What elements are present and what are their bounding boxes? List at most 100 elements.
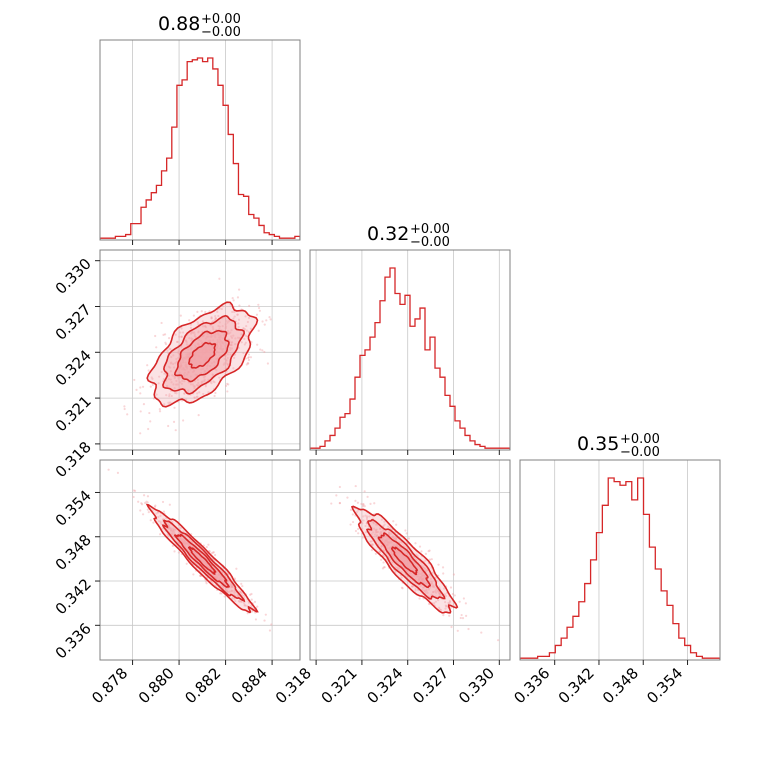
sample-point xyxy=(157,511,160,514)
x-tick-label: 0.321 xyxy=(318,664,361,707)
sample-point xyxy=(428,602,431,606)
sample-point xyxy=(416,554,419,557)
sample-point xyxy=(430,593,433,596)
sample-point xyxy=(197,330,200,333)
sample-point xyxy=(147,511,150,514)
sample-point xyxy=(213,381,216,384)
sample-point xyxy=(245,329,249,332)
sample-point xyxy=(374,523,378,526)
sample-point xyxy=(429,580,432,583)
sample-point xyxy=(431,571,434,575)
density-contours xyxy=(146,301,259,408)
sample-point xyxy=(410,585,414,588)
sample-point xyxy=(230,585,233,588)
sample-point xyxy=(155,512,158,515)
sample-point xyxy=(154,334,157,338)
sample-point xyxy=(427,550,430,553)
sample-point xyxy=(188,337,191,340)
sample-point xyxy=(230,589,233,592)
sample-point xyxy=(237,325,240,329)
sample-point xyxy=(211,551,215,554)
sample-point xyxy=(263,619,266,622)
sample-point xyxy=(373,527,376,530)
sample-point xyxy=(217,324,220,328)
sample-point xyxy=(430,558,433,561)
sample-point xyxy=(467,627,470,631)
sample-point xyxy=(231,585,234,589)
sample-point xyxy=(173,391,177,394)
sample-point xyxy=(424,567,427,571)
sample-point xyxy=(433,585,436,589)
sample-point xyxy=(230,341,234,344)
sample-point xyxy=(365,522,368,525)
sample-point xyxy=(233,315,236,318)
sample-point xyxy=(371,543,374,546)
sample-point xyxy=(190,339,193,342)
sample-point xyxy=(431,582,434,585)
sample-point xyxy=(230,343,233,347)
sample-point xyxy=(163,403,166,406)
sample-point xyxy=(135,388,138,391)
sample-point xyxy=(424,552,428,556)
sample-point xyxy=(374,531,377,534)
sample-point xyxy=(355,511,358,514)
contour-level xyxy=(390,546,419,576)
sample-point xyxy=(139,392,142,395)
sample-point xyxy=(414,589,417,592)
sample-point xyxy=(432,590,435,594)
sample-point xyxy=(373,502,376,505)
sample-point xyxy=(171,544,174,547)
sample-point xyxy=(189,326,193,329)
sample-point xyxy=(229,583,233,586)
sample-point xyxy=(434,600,437,603)
sample-point xyxy=(197,331,200,334)
sample-point xyxy=(193,334,196,338)
sample-point xyxy=(165,394,168,397)
sample-point xyxy=(400,586,404,589)
sample-point xyxy=(160,321,163,325)
sample-point xyxy=(200,310,203,313)
sample-point xyxy=(179,381,182,384)
sample-point xyxy=(225,590,229,593)
sample-point xyxy=(338,485,341,489)
sample-point xyxy=(232,334,235,337)
sample-point xyxy=(196,378,199,381)
sample-point xyxy=(183,380,186,383)
sample-point xyxy=(172,375,175,378)
sample-point xyxy=(142,403,146,406)
sample-point xyxy=(242,601,246,604)
sample-point xyxy=(164,341,167,344)
panel-frame xyxy=(519,459,721,661)
sample-point xyxy=(259,348,262,351)
sample-point xyxy=(232,585,235,588)
sample-point xyxy=(177,377,180,380)
sample-point xyxy=(218,321,221,324)
sample-point xyxy=(172,420,176,423)
sample-point xyxy=(211,326,214,329)
sample-point xyxy=(191,383,195,386)
sample-point xyxy=(247,316,251,320)
sample-point xyxy=(170,528,173,531)
sample-point xyxy=(420,550,423,553)
sample-point xyxy=(172,354,175,357)
sample-point xyxy=(229,348,232,351)
sample-point xyxy=(193,333,196,336)
sample-point xyxy=(227,579,230,582)
sample-point xyxy=(431,585,434,588)
sample-point xyxy=(204,385,207,388)
sample-point xyxy=(249,356,253,359)
sample-point xyxy=(211,374,215,377)
sample-point xyxy=(177,541,181,545)
sample-point xyxy=(146,508,149,511)
sample-point xyxy=(188,319,191,322)
sample-point xyxy=(176,340,179,343)
sample-point xyxy=(168,394,171,398)
sample-point xyxy=(218,376,221,379)
sample-point xyxy=(158,375,161,378)
title-value: 0.32 xyxy=(367,223,409,245)
sample-point xyxy=(210,317,213,320)
sample-point xyxy=(365,518,369,521)
sample-point xyxy=(233,591,236,594)
sample-point xyxy=(242,351,245,355)
x-tick-label: 0.342 xyxy=(555,664,598,707)
